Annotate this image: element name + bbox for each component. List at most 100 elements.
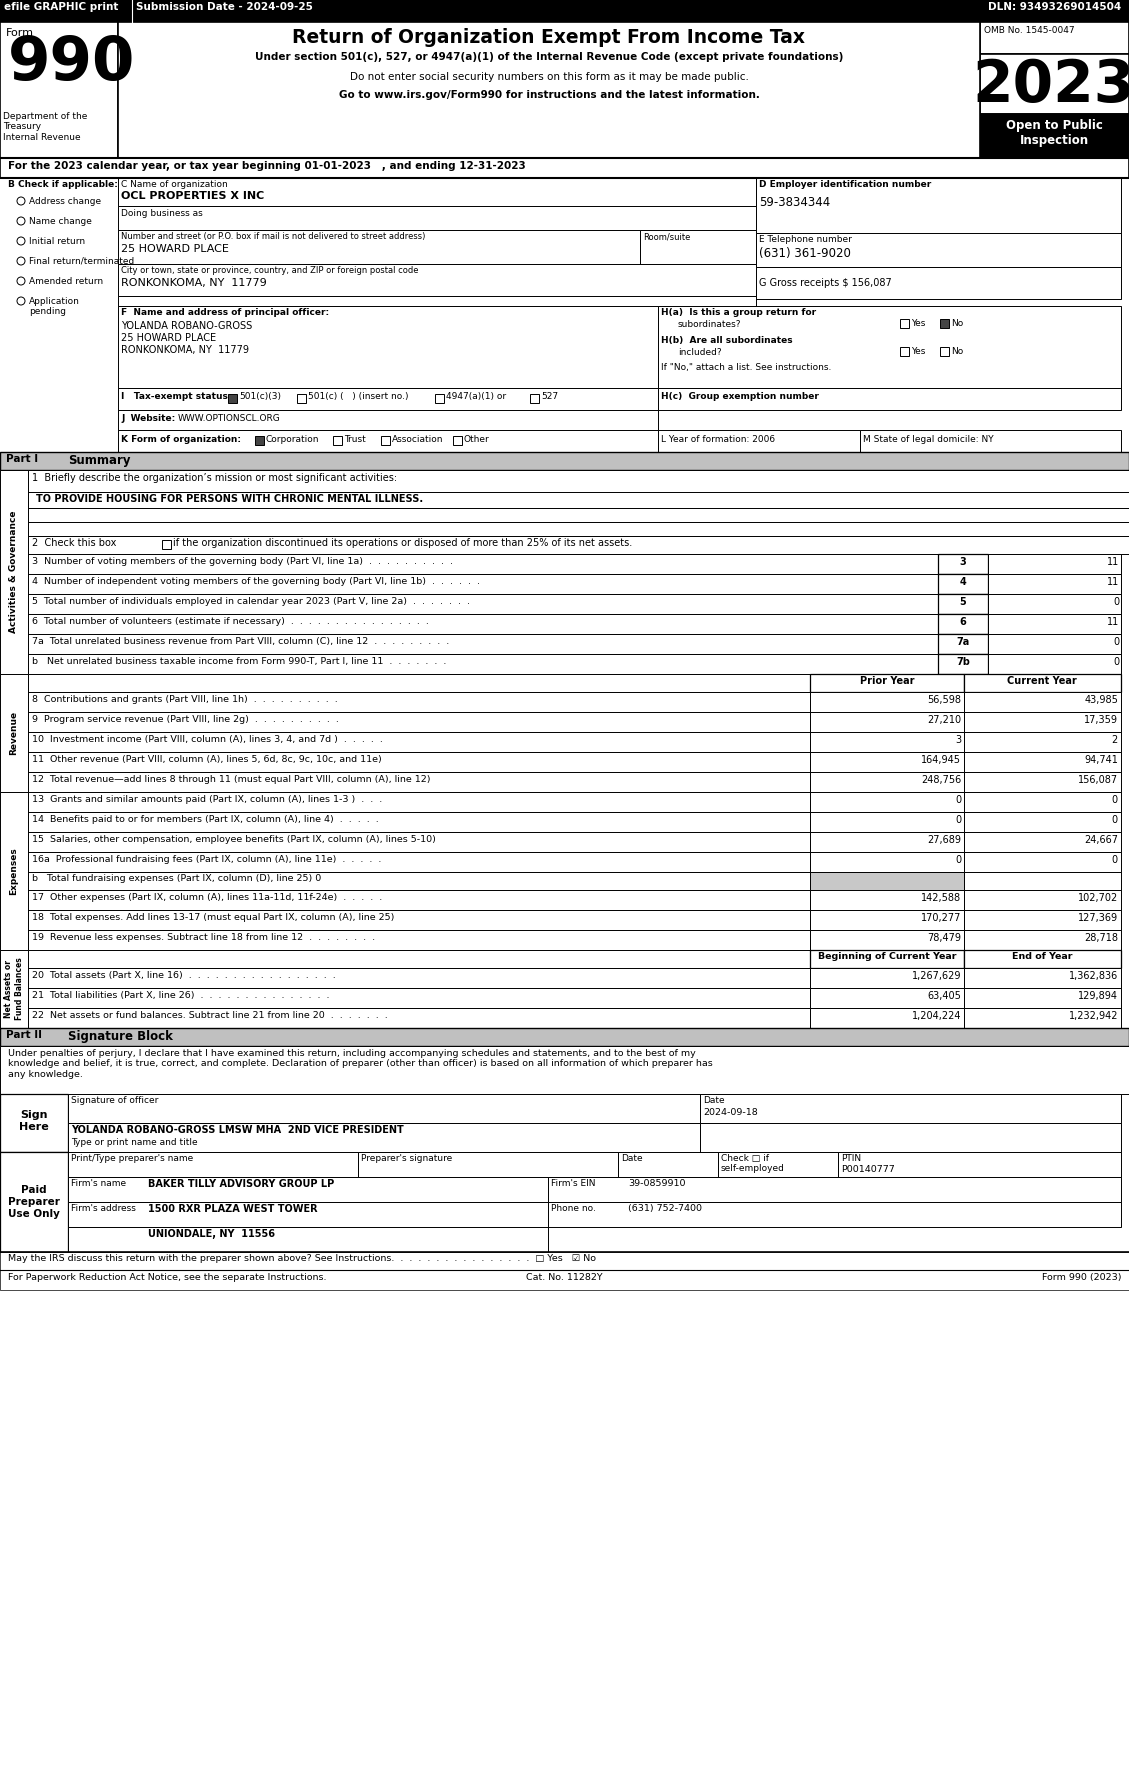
Bar (700, 1093, 1121, 1123)
Text: 102,702: 102,702 (1078, 894, 1118, 902)
Bar (119, 207, 756, 230)
Text: 3: 3 (960, 556, 966, 567)
Bar (28, 470, 1129, 493)
Bar (809, 968, 964, 987)
Text: OMB No. 1545-0047: OMB No. 1545-0047 (984, 26, 1075, 35)
Bar (964, 968, 1121, 987)
Bar (964, 909, 1121, 931)
Text: Form: Form (6, 28, 34, 39)
Text: 6  Total number of volunteers (estimate if necessary)  .  .  .  .  .  .  .  .  .: 6 Total number of volunteers (estimate i… (32, 616, 429, 625)
Text: 10  Investment income (Part VIII, column (A), lines 3, 4, and 7d )  .  .  .  .  : 10 Investment income (Part VIII, column … (32, 735, 383, 743)
Bar (964, 812, 1121, 832)
Text: 4  Number of independent voting members of the governing body (Part VI, line 1b): 4 Number of independent voting members o… (32, 577, 480, 586)
Bar (964, 692, 1121, 712)
Text: 2024-09-18: 2024-09-18 (703, 1107, 758, 1118)
Text: 11: 11 (1106, 556, 1119, 567)
Bar (980, 115, 1129, 157)
Bar (940, 320, 949, 328)
Text: 164,945: 164,945 (921, 756, 961, 765)
Text: 501(c)(3): 501(c)(3) (239, 392, 281, 401)
Text: Amended return: Amended return (29, 277, 103, 286)
Text: Expenses: Expenses (9, 848, 18, 895)
Bar (0, 21, 119, 157)
Text: 27,210: 27,210 (927, 715, 961, 726)
Text: Check □ if
self-employed: Check □ if self-employed (721, 1153, 785, 1173)
Text: 21  Total liabilities (Part X, line 26)  .  .  .  .  .  .  .  .  .  .  .  .  .  : 21 Total liabilities (Part X, line 26) .… (32, 991, 330, 1000)
Bar (809, 851, 964, 872)
Bar (964, 1008, 1121, 1028)
Circle shape (17, 237, 25, 245)
Text: 25 HOWARD PLACE: 25 HOWARD PLACE (121, 244, 229, 254)
Bar (28, 968, 809, 987)
Text: Number and street (or P.O. box if mail is not delivered to street address): Number and street (or P.O. box if mail i… (121, 231, 426, 240)
Bar (333, 436, 342, 445)
Bar (28, 1008, 809, 1028)
Bar (28, 987, 809, 1008)
Bar (28, 752, 809, 772)
Text: 8  Contributions and grants (Part VIII, line 1h)  .  .  .  .  .  .  .  .  .  .: 8 Contributions and grants (Part VIII, l… (32, 696, 338, 705)
Bar (68, 1123, 700, 1151)
Bar (28, 523, 1129, 537)
Bar (530, 394, 539, 403)
Bar (964, 872, 1121, 890)
Bar (988, 574, 1121, 593)
Text: No: No (951, 346, 963, 357)
Text: B Check if applicable:: B Check if applicable: (8, 180, 117, 189)
Bar (68, 1203, 548, 1227)
Bar (358, 1151, 618, 1176)
Bar (988, 634, 1121, 653)
Bar (938, 653, 988, 675)
Text: Type or print name and title: Type or print name and title (71, 1137, 198, 1146)
Bar (809, 712, 964, 731)
Bar (658, 429, 860, 452)
Bar (809, 692, 964, 712)
Text: UNIONDALE, NY  11556: UNIONDALE, NY 11556 (148, 1229, 275, 1240)
Bar (119, 178, 756, 207)
Bar (809, 791, 964, 812)
Text: 0: 0 (1112, 855, 1118, 865)
Text: 4947(a)(1) or: 4947(a)(1) or (446, 392, 506, 401)
Text: No: No (951, 320, 963, 328)
Bar (809, 950, 964, 968)
Bar (28, 634, 938, 653)
Bar (658, 306, 1121, 389)
Text: 7b: 7b (956, 657, 970, 668)
Text: H(a)  Is this a group return for: H(a) Is this a group return for (660, 307, 816, 318)
Text: 7a  Total unrelated business revenue from Part VIII, column (C), line 12  .  .  : 7a Total unrelated business revenue from… (32, 638, 449, 646)
Text: Signature Block: Signature Block (68, 1030, 173, 1044)
Text: C Name of organization: C Name of organization (121, 180, 228, 189)
Text: (631) 361-9020: (631) 361-9020 (759, 247, 851, 260)
Text: 1,362,836: 1,362,836 (1069, 971, 1118, 980)
Text: RONKONKOMA, NY  11779: RONKONKOMA, NY 11779 (121, 277, 266, 288)
Text: 0: 0 (1113, 638, 1119, 646)
Bar (68, 1151, 358, 1176)
Bar (161, 540, 170, 549)
Bar (453, 436, 462, 445)
Text: Final return/terminated: Final return/terminated (29, 258, 134, 267)
Text: 127,369: 127,369 (1078, 913, 1118, 924)
Bar (938, 615, 988, 634)
Bar (68, 1176, 548, 1203)
Bar (756, 178, 1121, 233)
Bar (119, 21, 980, 157)
Text: 78,479: 78,479 (927, 932, 961, 943)
Bar (964, 890, 1121, 909)
Text: 501(c) (   ) (insert no.): 501(c) ( ) (insert no.) (308, 392, 409, 401)
Text: 27,689: 27,689 (927, 835, 961, 844)
Bar (435, 394, 444, 403)
Bar (119, 429, 658, 452)
Text: J  Website:: J Website: (121, 413, 175, 424)
Bar (28, 931, 809, 950)
Text: If "No," attach a list. See instructions.: If "No," attach a list. See instructions… (660, 364, 831, 373)
Text: G Gross receipts $ 156,087: G Gross receipts $ 156,087 (759, 277, 892, 288)
Text: 1  Briefly describe the organization’s mission or most significant activities:: 1 Briefly describe the organization’s mi… (32, 473, 397, 482)
Text: Net Assets or
Fund Balances: Net Assets or Fund Balances (5, 957, 24, 1021)
Text: 63,405: 63,405 (927, 991, 961, 1001)
Text: 94,741: 94,741 (1084, 756, 1118, 765)
Bar (0, 0, 1129, 21)
Text: 1500 RXR PLAZA WEST TOWER: 1500 RXR PLAZA WEST TOWER (148, 1204, 317, 1213)
Text: P00140777: P00140777 (841, 1166, 895, 1174)
Text: Department of the
Treasury
Internal Revenue: Department of the Treasury Internal Reve… (3, 111, 87, 141)
Bar (28, 675, 809, 692)
Bar (718, 1151, 838, 1176)
